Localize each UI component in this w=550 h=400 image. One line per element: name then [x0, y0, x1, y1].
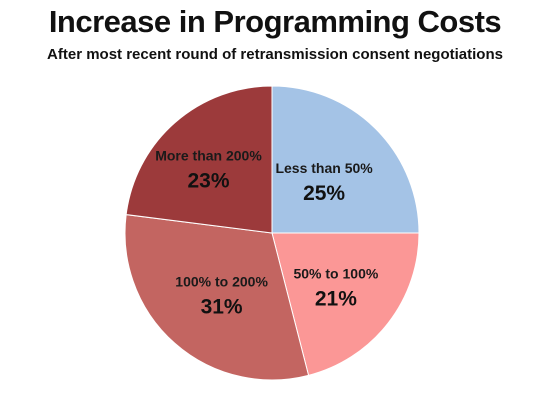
- slice-value-label: 25%: [303, 182, 345, 205]
- slice-label: 50% to 100%: [293, 266, 378, 282]
- slice-value-label: 31%: [201, 296, 243, 319]
- pie-slice: [124, 214, 310, 381]
- pie-slices: [124, 85, 420, 381]
- pie-labels: Less than 50% 25% 50% to 100% 21% 100% to 20…: [155, 147, 379, 318]
- pie-slice: [271, 85, 420, 234]
- chart-title: Increase in Programming Costs: [48, 4, 502, 39]
- slice-label: More than 200%: [155, 147, 262, 163]
- slice-value-label: 23%: [187, 169, 229, 192]
- chart-subtitle: After most recent round of retransmissio…: [47, 46, 503, 63]
- pie-slice: [271, 232, 420, 376]
- slice-value-label: 21%: [315, 288, 357, 311]
- slice-label: Less than 50%: [275, 160, 373, 176]
- pie-slice: [125, 85, 273, 234]
- slice-label: 100% to 200%: [175, 274, 268, 290]
